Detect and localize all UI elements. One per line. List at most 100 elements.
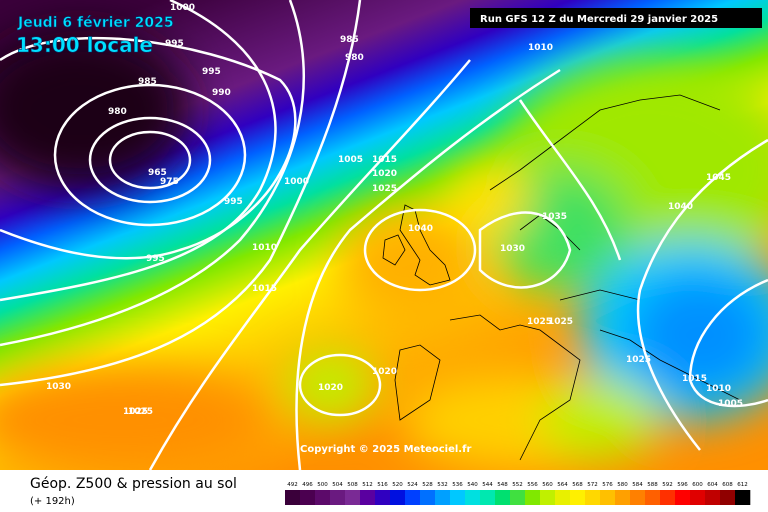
isobar-label: 975 xyxy=(160,177,179,187)
isobar-label: 965 xyxy=(148,168,167,178)
run-box xyxy=(470,8,762,28)
colorbar-swatch xyxy=(615,490,631,505)
colorbar-swatch xyxy=(405,490,421,505)
isobar-label: 1015 xyxy=(682,374,707,384)
colorbar-label: 548 xyxy=(497,482,508,488)
isobar-label: 995 xyxy=(224,197,243,207)
colorbar-label: 600 xyxy=(692,482,703,488)
colorbar-swatch xyxy=(345,490,361,505)
colorbar-swatch xyxy=(495,490,511,505)
isobar-label: 1005 xyxy=(718,399,743,409)
colorbar-swatch xyxy=(300,490,316,505)
footer-title: Géop. Z500 & pression au sol xyxy=(30,476,237,492)
colorbar-swatch xyxy=(480,490,496,505)
colorbar-label: 512 xyxy=(362,482,373,488)
run-info: Run GFS 12 Z du Mercredi 29 janvier 2025 xyxy=(480,14,718,25)
colorbar-label: 588 xyxy=(647,482,658,488)
isobar-label: 995 xyxy=(146,254,165,264)
colorbar-label: 524 xyxy=(407,482,418,488)
colorbar-swatch xyxy=(705,490,721,505)
colorbar-swatch xyxy=(450,490,466,505)
colorbar-label: 568 xyxy=(572,482,583,488)
isobar-label: 985 xyxy=(138,77,157,87)
isobar-label: 995 xyxy=(165,39,184,49)
copyright: Copyright © 2025 Meteociel.fr xyxy=(300,444,471,455)
colorbar-label: 528 xyxy=(422,482,433,488)
isobar-label: 1015 xyxy=(372,155,397,165)
colorbar-swatch xyxy=(435,490,451,505)
colorbar-swatch xyxy=(540,490,556,505)
isobar-label: 1025 xyxy=(128,407,153,417)
isobar-label: 1020 xyxy=(318,383,343,393)
isobar-label: 1025 xyxy=(548,317,573,327)
colorbar-label: 504 xyxy=(332,482,343,488)
isobar-label: 980 xyxy=(345,53,364,63)
isobar-label: 1010 xyxy=(706,384,731,394)
colorbar-swatch xyxy=(660,490,676,505)
isobar-label: 1045 xyxy=(706,173,731,183)
colorbar-swatch xyxy=(285,490,301,505)
colorbar-label: 496 xyxy=(302,482,313,488)
isobar-label: 1020 xyxy=(372,169,397,179)
colorbar-swatch xyxy=(720,490,736,505)
isobar-label: 1000 xyxy=(170,3,195,13)
isobar-label: 1035 xyxy=(542,212,567,222)
colorbar-swatch xyxy=(390,490,406,505)
footer-lead: (+ 192h) xyxy=(30,496,75,507)
isobar-label: 1025 xyxy=(626,355,651,365)
colorbar-swatch xyxy=(735,490,751,505)
isobar-label: 990 xyxy=(212,88,231,98)
colorbar-label: 540 xyxy=(467,482,478,488)
colorbar-swatch xyxy=(315,490,331,505)
isobar-label: 1005 xyxy=(338,155,363,165)
isobar-label: 1030 xyxy=(46,382,71,392)
isobar-label: 1030 xyxy=(500,244,525,254)
colorbar-label: 552 xyxy=(512,482,523,488)
colorbar-label: 596 xyxy=(677,482,688,488)
colorbar-swatch xyxy=(690,490,706,505)
colorbar-label: 508 xyxy=(347,482,358,488)
colorbar-label: 556 xyxy=(527,482,538,488)
colorbar-label: 492 xyxy=(287,482,298,488)
colorbar-swatch xyxy=(600,490,616,505)
colorbar-label: 560 xyxy=(542,482,553,488)
isobar-label: 980 xyxy=(108,107,127,117)
colorbar-label: 520 xyxy=(392,482,403,488)
colorbar: 492 496 500 504 508 512 516 520 524 528 532 536 540 5… xyxy=(285,482,751,505)
coastlines xyxy=(382,94,741,461)
colorbar-label: 532 xyxy=(437,482,448,488)
colorbar-label: 572 xyxy=(587,482,598,488)
colorbar-swatch xyxy=(630,490,646,505)
isobar-label: 1000 xyxy=(284,177,309,187)
isobars xyxy=(0,0,768,470)
colorbar-label: 564 xyxy=(557,482,568,488)
field-blobs xyxy=(0,30,768,475)
colorbar-label: 536 xyxy=(452,482,463,488)
forecast-time: 13:00 locale xyxy=(16,33,153,57)
colorbar-label: 584 xyxy=(632,482,643,488)
colorbar-swatch xyxy=(555,490,571,505)
colorbar-swatch xyxy=(375,490,391,505)
colorbar-label: 544 xyxy=(482,482,493,488)
colorbar-label: 612 xyxy=(737,482,748,488)
colorbar-swatch xyxy=(675,490,691,505)
colorbar-label: 592 xyxy=(662,482,673,488)
isobar-label: 1025 xyxy=(372,184,397,194)
isobar-label: 1025 xyxy=(123,407,148,417)
colorbar-label: 580 xyxy=(617,482,628,488)
isobar-label: 1025 xyxy=(527,317,552,327)
isobar-label: 995 xyxy=(202,67,221,77)
colorbar-swatch xyxy=(570,490,586,505)
colorbar-swatch xyxy=(585,490,601,505)
colorbar-swatch xyxy=(510,490,526,505)
isobar-label: 1040 xyxy=(408,224,433,234)
colorbar-label: 604 xyxy=(707,482,718,488)
colorbar-swatch xyxy=(525,490,541,505)
colorbar-swatch xyxy=(420,490,436,505)
forecast-date: Jeudi 6 février 2025 xyxy=(17,15,174,31)
isobar-label: 1015 xyxy=(252,284,277,294)
colorbar-label: 500 xyxy=(317,482,328,488)
